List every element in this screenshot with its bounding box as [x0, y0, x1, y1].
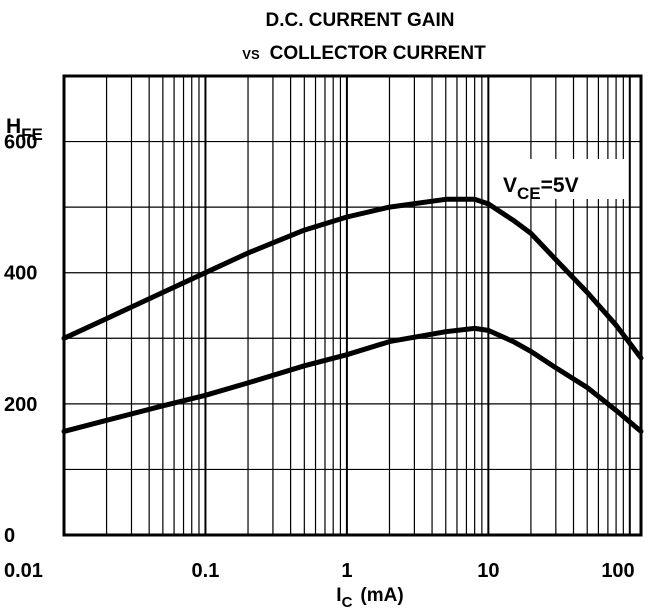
x-tick-label: 10 — [477, 560, 499, 582]
y-tick-label: 600 — [4, 132, 37, 154]
x-axis-label-main: I — [336, 585, 341, 606]
annotation-sub: CE — [517, 184, 541, 203]
annotation-main: V — [503, 174, 517, 197]
grid — [64, 76, 641, 535]
chart-title-vs: VS — [242, 47, 260, 62]
plot-frame — [62, 74, 643, 537]
annotation-value: =5V — [541, 174, 579, 197]
x-tick-label: 0.1 — [192, 560, 220, 582]
y-tick-label: 400 — [4, 263, 37, 285]
x-axis-label-unit: (mA) — [360, 585, 403, 606]
curves — [61, 196, 644, 434]
annotation-box — [496, 159, 624, 199]
x-axis-label-sub: C — [342, 594, 353, 611]
chart-title-line-2: VS COLLECTOR CURRENT — [242, 43, 486, 64]
x-tick-labels: 0.01 0.1 1 10 100 — [4, 560, 635, 582]
chart-title-main: COLLECTOR CURRENT — [270, 43, 486, 64]
annotation-vce: VCE=5V — [503, 174, 579, 203]
y-tick-label: 0 — [4, 525, 15, 547]
y-tick-label: 200 — [4, 394, 37, 416]
x-tick-label: 1 — [341, 560, 352, 582]
y-axis-label-sub: FE — [21, 125, 43, 144]
series-2-line — [61, 325, 644, 434]
x-tick-label: 100 — [601, 560, 634, 582]
x-tick-label: 0.01 — [4, 560, 43, 582]
series-1-line — [61, 196, 644, 361]
y-axis-label: HFE — [6, 115, 43, 144]
chart-title-line-1: D.C. CURRENT GAIN — [266, 10, 455, 31]
x-axis-label: IC (mA) — [336, 585, 403, 611]
y-tick-labels: 0 200 400 600 — [4, 132, 37, 547]
y-axis-label-main: H — [6, 115, 21, 138]
